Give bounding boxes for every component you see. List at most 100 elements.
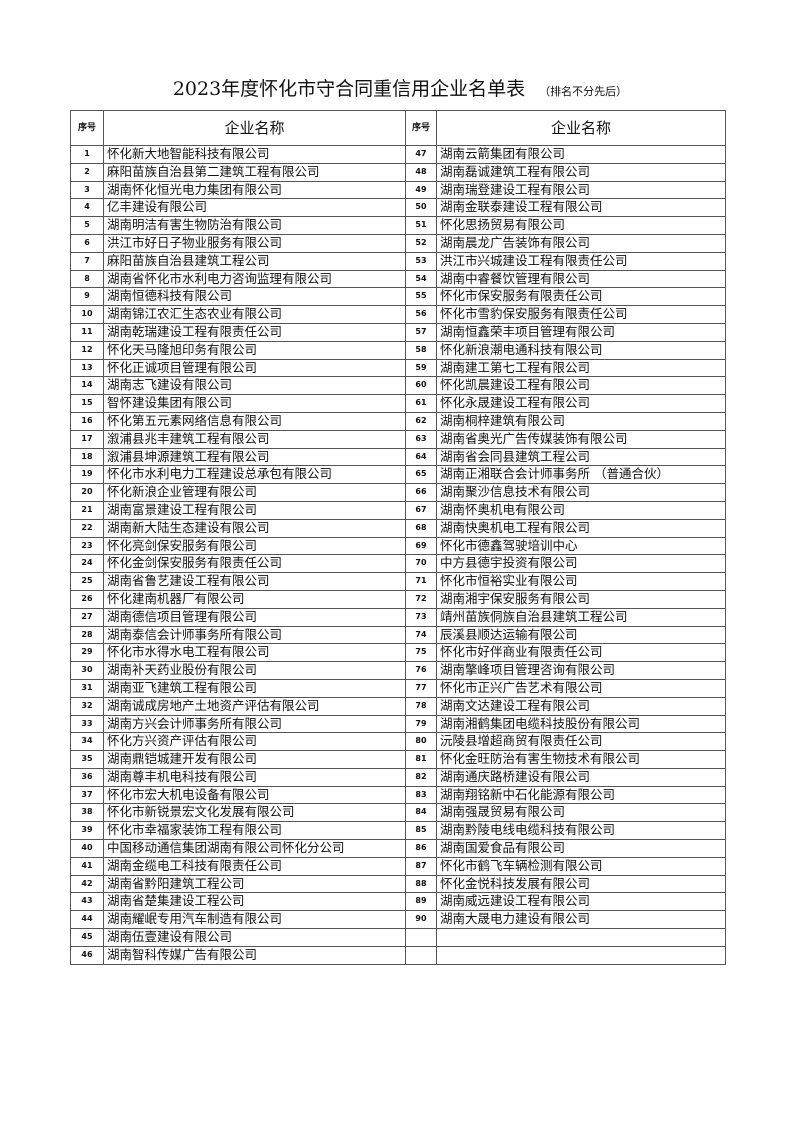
company-name-cell: 湖南伍壹建设有限公司 — [103, 928, 406, 947]
table-row: 12 怀化天马隆旭印务有限公司 58 怀化新浪潮电通科技有限公司 — [70, 340, 726, 360]
seq-cell: 79 — [405, 714, 437, 734]
company-name-cell: 湖南大晟电力建设有限公司 — [436, 910, 726, 930]
seq-cell: 46 — [70, 945, 104, 965]
seq-cell: 90 — [405, 910, 437, 930]
table-row: 32 湖南诚成房地产土地资产评估有限公司 78 湖南文达建设工程有限公司 — [70, 696, 726, 716]
company-name-cell: 湖南鼎铠城建开发有限公司 — [103, 750, 406, 769]
company-name-cell: 怀化市宏大机电设备有限公司 — [103, 785, 406, 805]
seq-cell: 36 — [70, 767, 104, 787]
seq-cell: 22 — [70, 518, 104, 538]
company-name-cell: 湖南怀化恒光电力集团有限公司 — [103, 180, 406, 200]
seq-cell: 56 — [405, 305, 437, 324]
seq-cell: 82 — [405, 767, 437, 787]
company-name-cell: 怀化市水利电力工程建设总承包有限公司 — [103, 465, 406, 485]
company-name-cell: 湖南省怀化市水利电力咨询监理有限公司 — [103, 269, 406, 289]
company-name-cell: 怀化天马隆旭印务有限公司 — [103, 340, 406, 360]
company-name-cell: 中国移动通信集团湖南有限公司怀化分公司 — [103, 839, 406, 858]
company-name-cell: 湖南省黔阳建筑工程公司 — [103, 874, 406, 894]
company-name-cell: 湖南锦江农汇生态农业有限公司 — [103, 305, 406, 324]
seq-cell: 40 — [70, 839, 104, 858]
document-title: 2023年度怀化市守合同重信用企业名单表 （排名不分先后） — [0, 74, 800, 101]
company-name-cell: 洪江市好日子物业服务有限公司 — [103, 233, 406, 253]
seq-cell: 69 — [405, 536, 437, 556]
seq-cell: 15 — [70, 394, 104, 413]
header-name-left: 企业名称 — [103, 110, 406, 146]
company-name-cell: 湖南建工第七工程有限公司 — [436, 358, 726, 378]
table-row: 35 湖南鼎铠城建开发有限公司 81 怀化金旺防治有害生物技术有限公司 — [70, 750, 726, 769]
seq-cell: 68 — [405, 518, 437, 538]
company-name-cell: 智怀建设集团有限公司 — [103, 394, 406, 413]
seq-cell: 51 — [405, 216, 437, 235]
table-row: 3 湖南怀化恒光电力集团有限公司 49 湖南瑞登建设工程有限公司 — [70, 180, 726, 200]
table-row: 22 湖南新大陆生态建设有限公司 68 湖南快奥机电工程有限公司 — [70, 518, 726, 538]
company-name-cell: 湖南通庆路桥建设有限公司 — [436, 767, 726, 787]
seq-cell: 76 — [405, 661, 437, 680]
company-name-cell: 湖南乾瑞建设工程有限责任公司 — [103, 322, 406, 342]
seq-cell: 85 — [405, 821, 437, 841]
seq-cell — [405, 945, 437, 965]
seq-cell — [405, 928, 437, 947]
company-name-cell: 湖南德信项目管理有限公司 — [103, 607, 406, 627]
seq-cell: 10 — [70, 305, 104, 324]
table-row: 7 麻阳苗族自治县建筑工程公司 53 洪江市兴城建设工程有限责任公司 — [70, 251, 726, 271]
seq-cell: 72 — [405, 589, 437, 609]
company-name-cell: 湖南省鲁艺建设工程有限公司 — [103, 572, 406, 591]
company-name-cell: 湖南怀奥机电有限公司 — [436, 500, 726, 520]
seq-cell: 16 — [70, 411, 104, 431]
company-name-cell: 湖南快奥机电工程有限公司 — [436, 518, 726, 538]
company-name-cell: 湖南聚沙信息技术有限公司 — [436, 483, 726, 502]
table-row: 20 怀化新浪企业管理有限公司 66 湖南聚沙信息技术有限公司 — [70, 483, 726, 502]
seq-cell: 58 — [405, 340, 437, 360]
table-row: 42 湖南省黔阳建筑工程公司 88 怀化金悦科技发展有限公司 — [70, 874, 726, 894]
seq-cell: 38 — [70, 803, 104, 823]
seq-cell: 63 — [405, 429, 437, 449]
table-row: 19 怀化市水利电力工程建设总承包有限公司 65 湖南正湘联合会计师事务所 （普通合伙… — [70, 465, 726, 485]
company-name-cell: 湖南晨龙广告装饰有限公司 — [436, 233, 726, 253]
seq-cell: 88 — [405, 874, 437, 894]
company-name-cell: 溆浦县坤源建筑工程有限公司 — [103, 447, 406, 467]
seq-cell: 78 — [405, 696, 437, 716]
table-row: 41 湖南金缆电工科技有限责任公司 87 怀化市鹤飞车辆检测有限公司 — [70, 856, 726, 876]
seq-cell: 62 — [405, 411, 437, 431]
table-row: 1 怀化新大地智能科技有限公司 47 湖南云箭集团有限公司 — [70, 145, 726, 164]
table-row: 9 湖南恒德科技有限公司 55 怀化市保安服务有限责任公司 — [70, 287, 726, 307]
seq-cell: 57 — [405, 322, 437, 342]
company-name-cell: 怀化思扬贸易有限公司 — [436, 216, 726, 235]
seq-cell: 25 — [70, 572, 104, 591]
seq-cell: 42 — [70, 874, 104, 894]
seq-cell: 8 — [70, 269, 104, 289]
company-name-cell: 湖南中睿餐饮管理有限公司 — [436, 269, 726, 289]
company-name-cell: 怀化市恒裕实业有限公司 — [436, 572, 726, 591]
seq-cell: 60 — [405, 376, 437, 396]
seq-cell: 37 — [70, 785, 104, 805]
company-name-cell: 洪江市兴城建设工程有限责任公司 — [436, 251, 726, 271]
company-name-cell: 麻阳苗族自治县建筑工程公司 — [103, 251, 406, 271]
table-row: 30 湖南补天药业股份有限公司 76 湖南擎峰项目管理咨询有限公司 — [70, 661, 726, 680]
seq-cell: 11 — [70, 322, 104, 342]
seq-cell: 54 — [405, 269, 437, 289]
seq-cell: 64 — [405, 447, 437, 467]
seq-cell: 70 — [405, 554, 437, 574]
company-name-cell: 靖州苗族侗族自治县建筑工程公司 — [436, 607, 726, 627]
seq-cell: 4 — [70, 198, 104, 218]
seq-cell: 29 — [70, 643, 104, 663]
company-name-cell: 怀化金剑保安服务有限责任公司 — [103, 554, 406, 574]
company-name-cell: 湖南磊诚建筑工程有限公司 — [436, 162, 726, 182]
company-name-cell: 怀化金旺防治有害生物技术有限公司 — [436, 750, 726, 769]
company-name-cell: 湖南恒德科技有限公司 — [103, 287, 406, 307]
seq-cell: 6 — [70, 233, 104, 253]
seq-cell: 44 — [70, 910, 104, 930]
title-note: （排名不分先后） — [539, 85, 628, 98]
seq-cell: 21 — [70, 500, 104, 520]
company-name-cell: 湖南方兴会计师事务所有限公司 — [103, 714, 406, 734]
seq-cell: 87 — [405, 856, 437, 876]
company-name-cell: 湖南黔陵电线电缆科技有限公司 — [436, 821, 726, 841]
seq-cell: 74 — [405, 625, 437, 645]
seq-cell: 31 — [70, 678, 104, 698]
table-row: 37 怀化市宏大机电设备有限公司 83 湖南翔铭新中石化能源有限公司 — [70, 785, 726, 805]
table-row: 4 亿丰建设有限公司 50 湖南金联泰建设工程有限公司 — [70, 198, 726, 218]
company-name-cell: 湖南明洁有害生物防治有限公司 — [103, 216, 406, 235]
seq-cell: 3 — [70, 180, 104, 200]
seq-cell: 77 — [405, 678, 437, 698]
company-name-cell: 湖南桐梓建筑有限公司 — [436, 411, 726, 431]
